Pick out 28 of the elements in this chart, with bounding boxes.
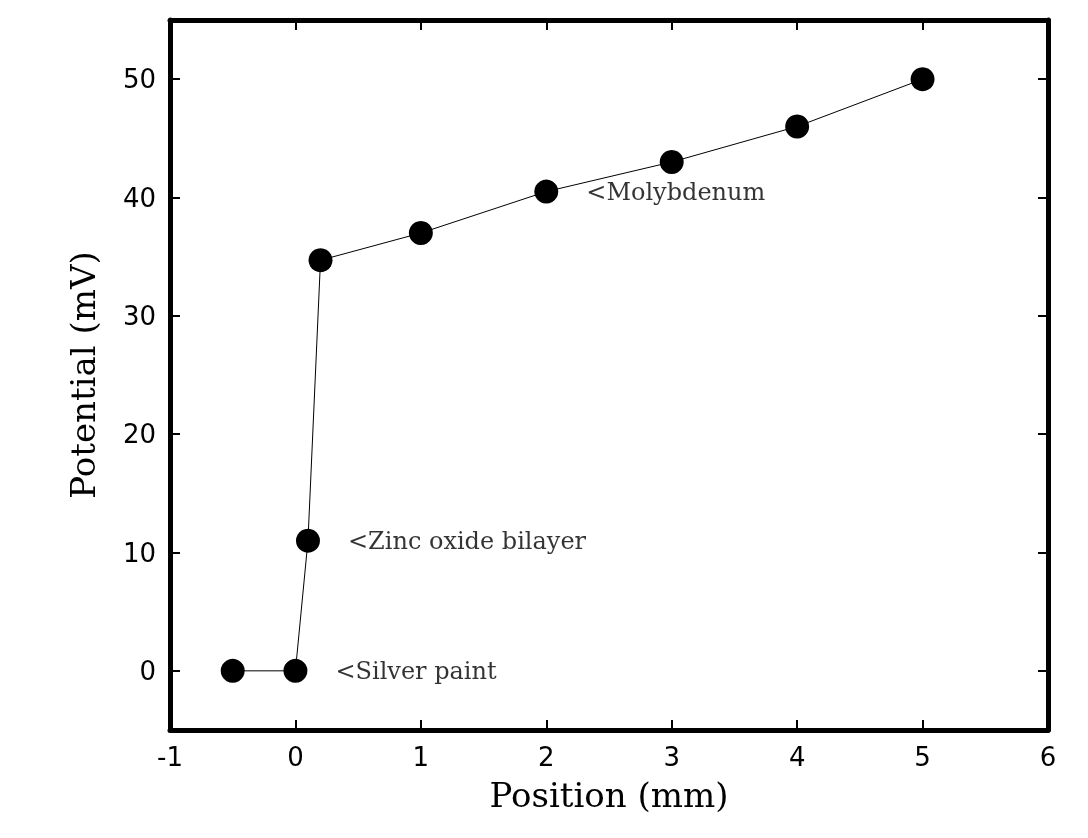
- y-tick-label: 30: [122, 300, 156, 331]
- y-tick-label: 50: [122, 64, 156, 95]
- point: [308, 248, 333, 273]
- x-tick-label: 4: [788, 742, 806, 772]
- y-tick-label: 10: [122, 537, 156, 568]
- x-tick-label: 2: [538, 742, 555, 772]
- x-tick-label: 5: [914, 742, 931, 772]
- point: [534, 179, 559, 204]
- point: [220, 658, 245, 683]
- x-tick-label: 3: [663, 742, 680, 772]
- x-tick-label: 1: [412, 742, 430, 772]
- point: [910, 67, 935, 92]
- point: [283, 658, 308, 683]
- point: [659, 150, 684, 174]
- x-tick-label: 0: [287, 742, 304, 772]
- point: [296, 528, 320, 553]
- y-tick-label: 0: [139, 655, 156, 686]
- annotation: <Silver paint: [335, 656, 497, 685]
- annotation: <Molybdenum: [586, 177, 766, 206]
- y-axis-title: Potential (mV): [63, 251, 103, 499]
- y-tick-label: 20: [122, 419, 156, 450]
- annotation: <Zinc oxide bilayer: [347, 526, 587, 555]
- y-tick-label: 40: [122, 182, 156, 213]
- point: [408, 221, 433, 245]
- point: [785, 114, 810, 139]
- x-tick-label: -1: [157, 742, 183, 772]
- x-tick-label: 6: [1039, 742, 1057, 772]
- x-axis-title: Position (mm): [489, 775, 729, 815]
